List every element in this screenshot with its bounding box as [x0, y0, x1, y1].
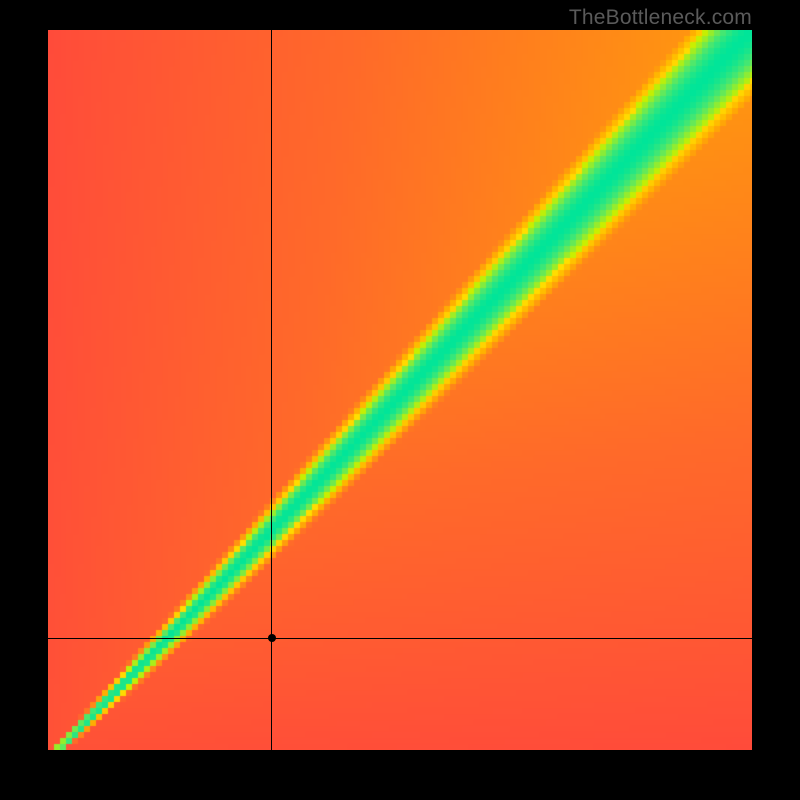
crosshair-marker — [268, 634, 276, 642]
crosshair-horizontal — [48, 638, 752, 639]
plot-frame — [48, 30, 752, 750]
heatmap-canvas — [48, 30, 752, 750]
watermark-text: TheBottleneck.com — [569, 6, 752, 30]
root-container: TheBottleneck.com — [0, 0, 800, 800]
